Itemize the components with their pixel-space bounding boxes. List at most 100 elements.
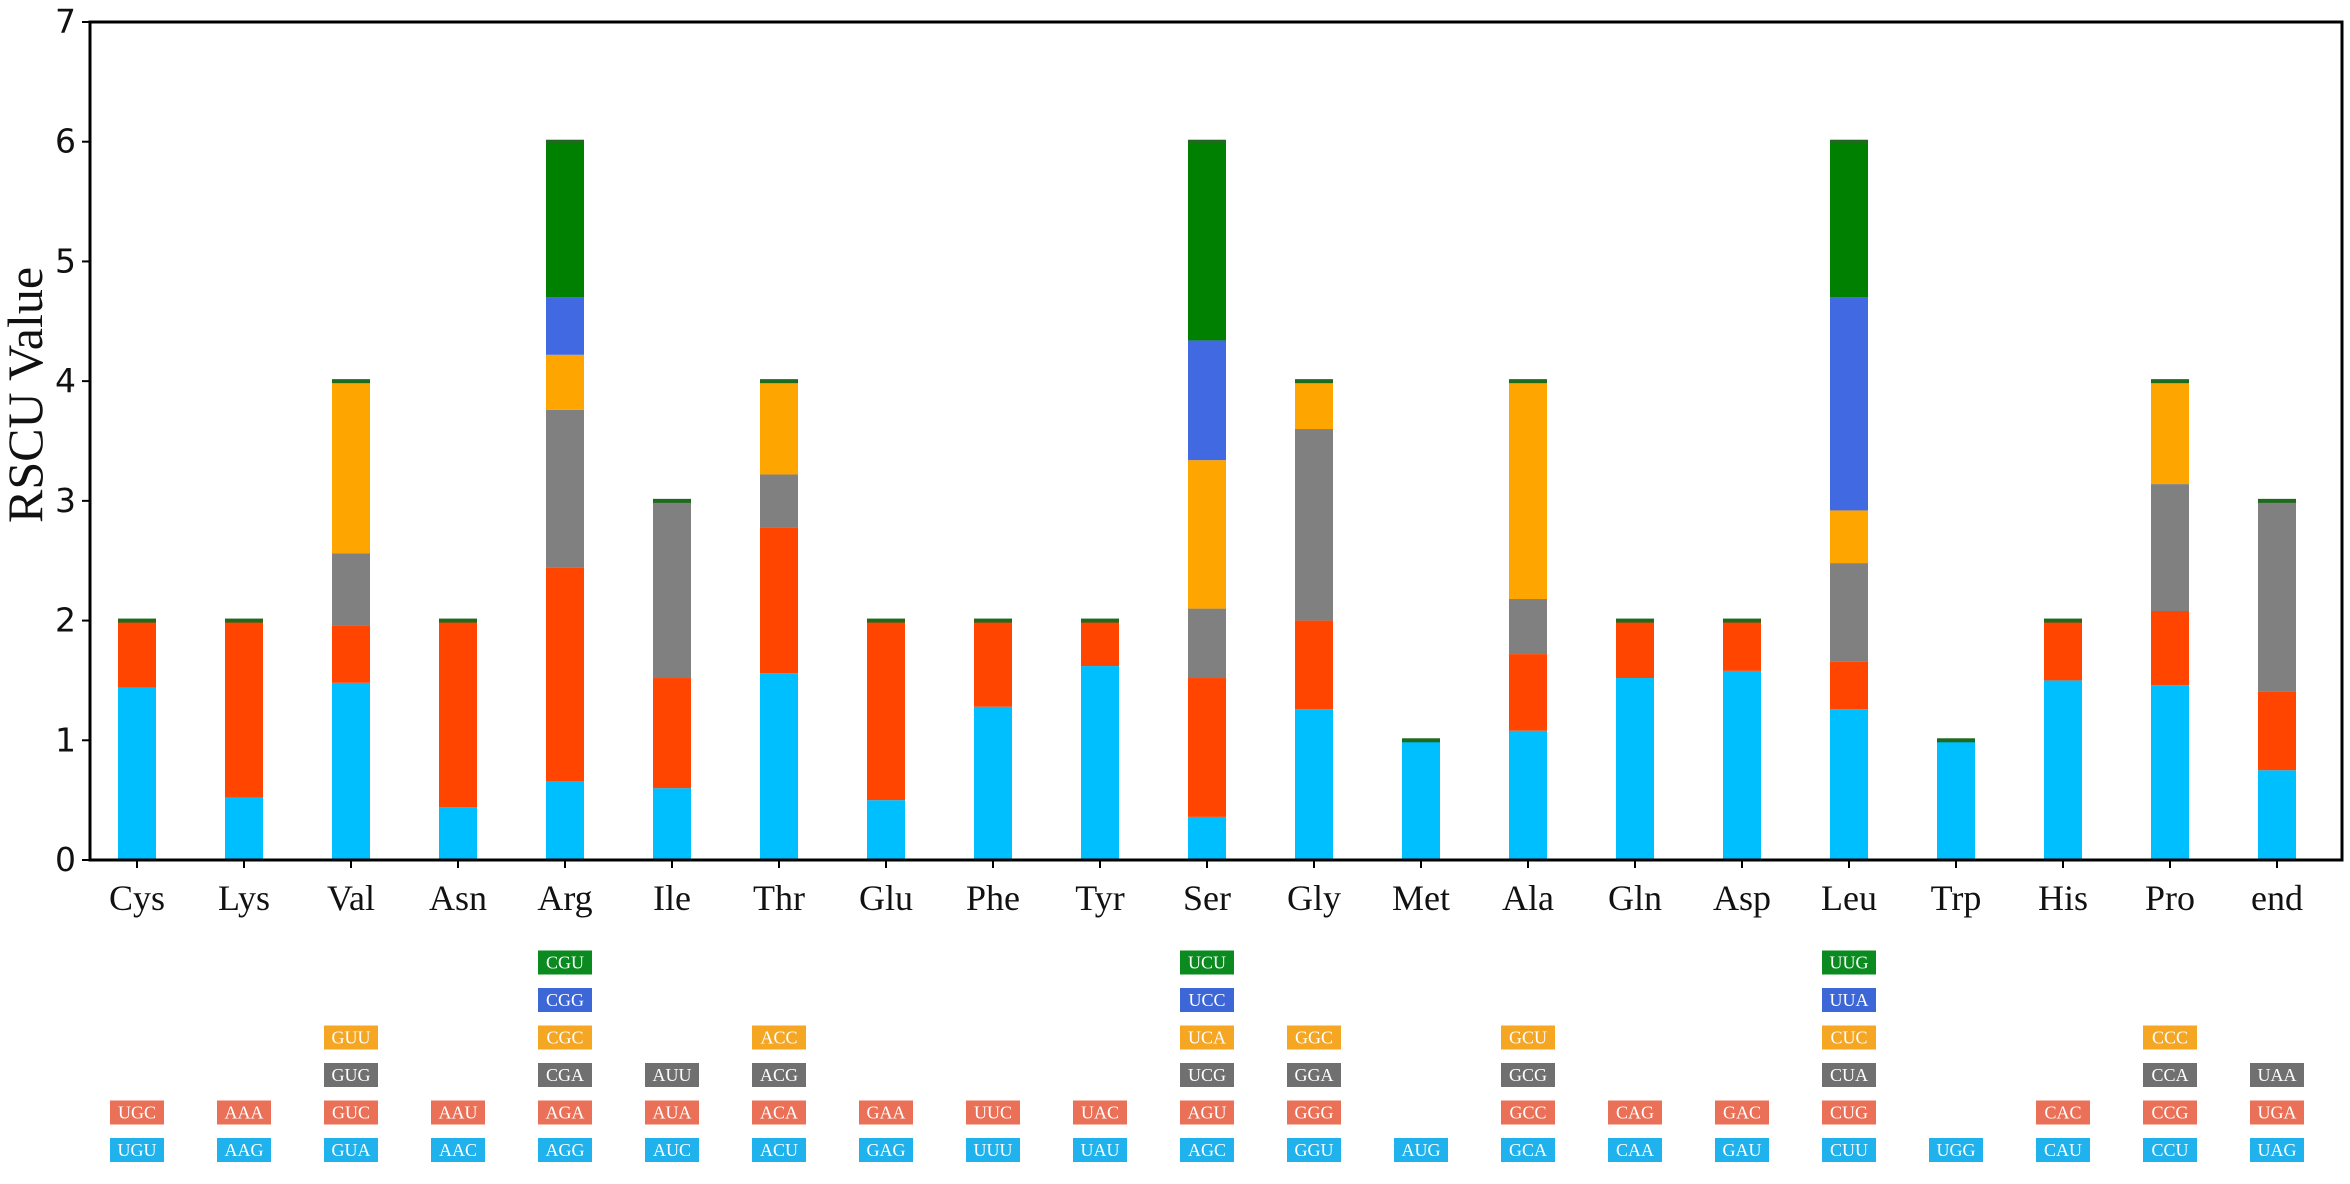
codon-label-text: UGC [118,1103,156,1123]
codon-label-agc: AGC [1180,1138,1234,1162]
bar-segment-asn-aac [439,807,477,860]
bar-cap-thr [760,379,798,384]
codon-label-text: UGG [1937,1140,1976,1160]
bar-segment-arg-agg [546,780,584,860]
codon-label-cgu: CGU [538,950,592,975]
codon-label-box [1501,1100,1555,1125]
codon-label-text: GCU [1509,1028,1547,1048]
codon-label-text: ACG [760,1065,798,1085]
codon-label-box [2143,1100,2197,1125]
bar-segment-ser-ucc [1188,340,1226,461]
codon-label-text: AGG [546,1140,585,1160]
codon-label-box [1608,1100,1662,1125]
codon-label-box [431,1138,485,1162]
codon-label-box [1180,1063,1234,1087]
y-tick-label: 4 [55,361,76,400]
codon-label-box [324,1138,378,1162]
codon-label-box [2143,1025,2197,1050]
codon-label-box [538,988,592,1012]
codon-label-text: GGU [1295,1140,1334,1160]
codon-label-text: GGG [1295,1103,1334,1123]
bar-segment-thr-acu [760,673,798,860]
codon-label-text: GAA [867,1103,906,1123]
codon-label-text: UUC [974,1103,1012,1123]
codon-label-ggc: GGC [1287,1025,1341,1050]
codon-label-box [1501,1025,1555,1050]
codon-label-uaa: UAA [2250,1063,2304,1087]
codon-label-acg: ACG [752,1063,806,1087]
codon-label-text: AGU [1188,1103,1227,1123]
codon-label-box [752,1138,806,1162]
bar-segment-ala-gcu [1509,381,1547,600]
codon-label-text: CAG [1616,1103,1654,1123]
codon-label-gcg: GCG [1501,1063,1555,1087]
bar-segment-ile-aua [653,678,691,789]
codon-label-box [110,1100,164,1125]
codon-label-gau: GAU [1715,1138,1769,1162]
bar-segment-arg-cga [546,409,584,568]
codon-label-ucg: UCG [1180,1063,1234,1087]
codon-label-text: CUU [1830,1140,1868,1160]
codon-label-uuc: UUC [966,1100,1020,1125]
bar-segment-phe-uuu [974,706,1012,860]
codon-label-box [217,1100,271,1125]
bar-segment-val-gug [332,553,370,626]
codon-label-box [324,1100,378,1125]
bar-segment-glu-gag [867,800,905,860]
y-tick-label: 5 [55,241,76,280]
codon-label-cgg: CGG [538,988,592,1012]
bar-segment-his-cau [2044,680,2082,860]
codon-label-box [110,1138,164,1162]
codon-label-guu: GUU [324,1025,378,1050]
bar-cap-gly [1295,379,1333,384]
bar-cap-lys [225,618,263,623]
bar-cap-ser [1188,139,1226,144]
codon-label-text: UUU [974,1140,1013,1160]
x-tick-label-phe: Phe [966,878,1020,918]
x-tick-label-lys: Lys [218,878,270,918]
codon-label-box [1822,1025,1876,1050]
bar-segment-gln-caa [1616,678,1654,860]
codon-label-text: UCG [1188,1065,1226,1085]
codon-label-text: GUA [332,1140,371,1160]
bar-segment-arg-cgu [546,141,584,298]
codon-label-box [1715,1100,1769,1125]
codon-label-text: UUG [1830,953,1869,973]
bar-segment-asp-gau [1723,670,1761,860]
codon-label-ccu: CCU [2143,1138,2197,1162]
codon-label-text: ACC [760,1028,797,1048]
codon-label-text: CUC [1830,1028,1867,1048]
codon-label-box [752,1100,806,1125]
bar-segment-leu-cuu [1830,709,1868,860]
bar-segment-pro-ccg [2151,610,2189,686]
bar-cap-gln [1616,618,1654,623]
codon-label-uga: UGA [2250,1100,2304,1125]
codon-label-text: CUA [1830,1065,1868,1085]
bar-segment-met-aug [1402,740,1440,860]
codon-label-ggu: GGU [1287,1138,1341,1162]
y-axis-label: RSCU Value [0,267,53,523]
codon-label-box [538,1063,592,1087]
codon-label-cau: CAU [2036,1138,2090,1162]
codon-label-uac: UAC [1073,1100,1127,1125]
bar-cap-glu [867,618,905,623]
codon-label-uuu: UUU [966,1138,1020,1162]
bar-cap-his [2044,618,2082,623]
codon-label-box [324,1063,378,1087]
codon-label-aug: AUG [1394,1138,1448,1162]
codon-label-text: ACA [760,1103,798,1123]
bar-cap-end [2258,498,2296,503]
codon-label-agg: AGG [538,1138,592,1162]
codon-label-box [538,1138,592,1162]
codon-label-ucu: UCU [1180,950,1234,975]
codon-label-box [645,1063,699,1087]
codon-label-box [1073,1138,1127,1162]
codon-label-box [752,1063,806,1087]
codon-label-text: GCG [1509,1065,1547,1085]
codon-label-box [966,1100,1020,1125]
bar-segment-leu-cug [1830,661,1868,710]
bar-cap-ile [653,498,691,503]
codon-label-box [324,1025,378,1050]
codon-label-box [1501,1138,1555,1162]
